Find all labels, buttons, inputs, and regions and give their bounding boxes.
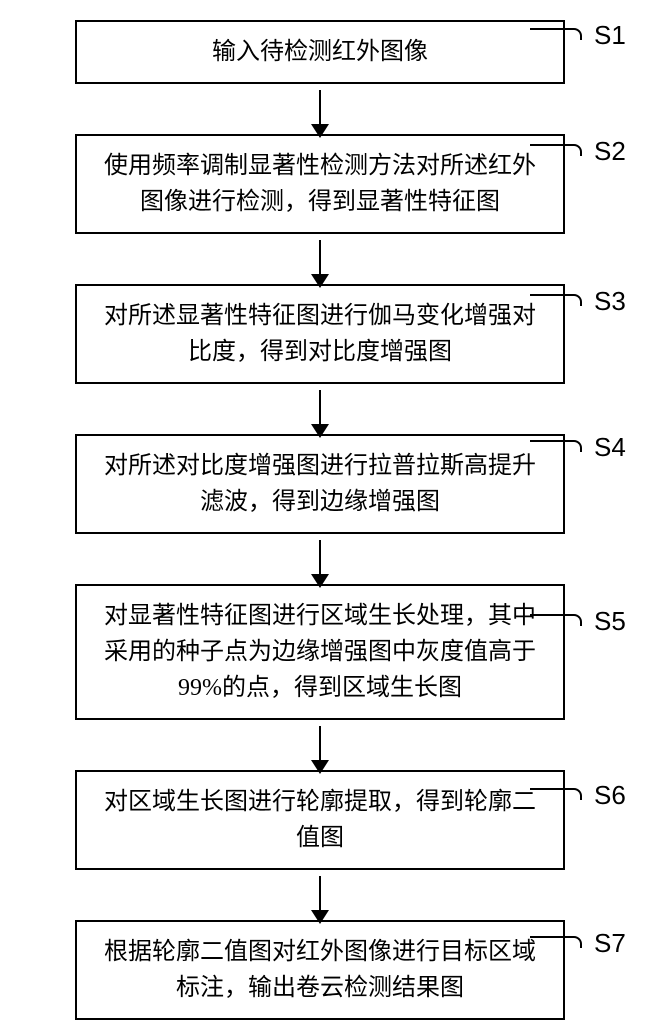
step-box-s5: 对显著性特征图进行区域生长处理，其中采用的种子点为边缘增强图中灰度值高于99%的… bbox=[75, 584, 565, 720]
step-text: 输入待检测红外图像 bbox=[212, 34, 428, 70]
step-box-s7: 根据轮廓二值图对红外图像进行目标区域标注，输出卷云检测结果图 bbox=[75, 920, 565, 1020]
connector-s1 bbox=[530, 28, 582, 40]
step-label-s4: S4 bbox=[594, 432, 626, 463]
step-box-s3: 对所述显著性特征图进行伽马变化增强对比度，得到对比度增强图 bbox=[75, 284, 565, 384]
step-text: 对区域生长图进行轮廓提取，得到轮廓二值图 bbox=[93, 784, 547, 856]
step-text: 对所述显著性特征图进行伽马变化增强对比度，得到对比度增强图 bbox=[93, 298, 547, 370]
step-text: 根据轮廓二值图对红外图像进行目标区域标注，输出卷云检测结果图 bbox=[93, 934, 547, 1006]
step-label-s2: S2 bbox=[594, 136, 626, 167]
connector-s3 bbox=[530, 294, 582, 306]
arrow-6 bbox=[40, 870, 600, 920]
step-text: 使用频率调制显著性检测方法对所述红外图像进行检测，得到显著性特征图 bbox=[93, 148, 547, 220]
step-box-s2: 使用频率调制显著性检测方法对所述红外图像进行检测，得到显著性特征图 bbox=[75, 134, 565, 234]
step-box-s6: 对区域生长图进行轮廓提取，得到轮廓二值图 bbox=[75, 770, 565, 870]
connector-s5 bbox=[530, 614, 582, 626]
step-box-s1: 输入待检测红外图像 bbox=[75, 20, 565, 84]
step-box-s4: 对所述对比度增强图进行拉普拉斯高提升滤波，得到边缘增强图 bbox=[75, 434, 565, 534]
flowchart-container: 输入待检测红外图像 使用频率调制显著性检测方法对所述红外图像进行检测，得到显著性… bbox=[40, 20, 600, 1020]
step-label-s3: S3 bbox=[594, 286, 626, 317]
arrow-5 bbox=[40, 720, 600, 770]
arrow-4 bbox=[40, 534, 600, 584]
connector-s7 bbox=[530, 936, 582, 948]
step-label-s6: S6 bbox=[594, 780, 626, 811]
step-text: 对所述对比度增强图进行拉普拉斯高提升滤波，得到边缘增强图 bbox=[93, 448, 547, 520]
connector-s6 bbox=[530, 788, 582, 800]
step-label-s7: S7 bbox=[594, 928, 626, 959]
step-text: 对显著性特征图进行区域生长处理，其中采用的种子点为边缘增强图中灰度值高于99%的… bbox=[93, 598, 547, 706]
arrow-1 bbox=[40, 84, 600, 134]
step-label-s5: S5 bbox=[594, 606, 626, 637]
arrow-3 bbox=[40, 384, 600, 434]
arrow-2 bbox=[40, 234, 600, 284]
step-label-s1: S1 bbox=[594, 20, 626, 51]
connector-s4 bbox=[530, 440, 582, 452]
connector-s2 bbox=[530, 144, 582, 156]
